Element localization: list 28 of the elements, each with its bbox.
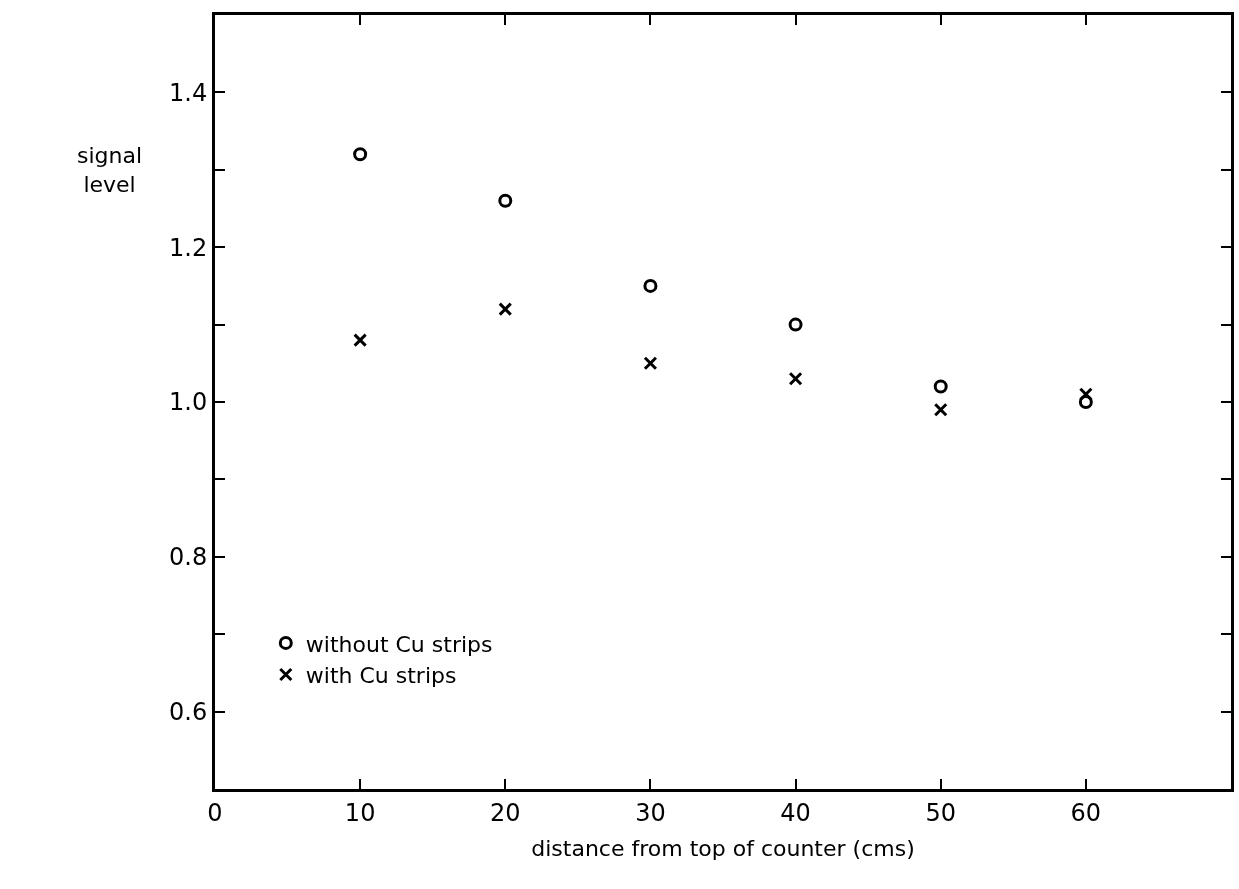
y-axis-title: signal level	[77, 143, 143, 197]
x-tick-label: 60	[1070, 798, 1102, 827]
point	[788, 371, 803, 386]
y-tick-label: 0.8	[169, 543, 208, 572]
point	[933, 379, 948, 394]
y-tick-label: 1.2	[169, 233, 208, 262]
x-tick-label: 50	[925, 798, 956, 827]
point	[498, 302, 513, 317]
x-tick-label: 0	[207, 798, 223, 827]
point	[498, 193, 513, 208]
x-tick-label: 20	[490, 798, 521, 827]
legend-label: with Cu strips	[305, 663, 457, 689]
x-tick-label: 40	[780, 798, 811, 827]
point	[933, 402, 948, 417]
point	[1078, 395, 1093, 409]
point	[353, 147, 368, 162]
x-tick-label: 30	[635, 798, 666, 827]
y-tick-label: 1.4	[169, 78, 208, 107]
x-tick-label: 10	[344, 798, 376, 827]
y-tick-label: 0.6	[169, 698, 208, 726]
point	[788, 317, 803, 332]
y-tick-label: 1.0	[169, 388, 208, 417]
point	[1078, 387, 1093, 402]
point	[353, 333, 368, 348]
point	[643, 356, 658, 371]
x-axis-title: distance from top of counter (cms)	[531, 835, 915, 861]
legend-label: without Cu strips	[305, 631, 493, 657]
point	[643, 278, 658, 293]
